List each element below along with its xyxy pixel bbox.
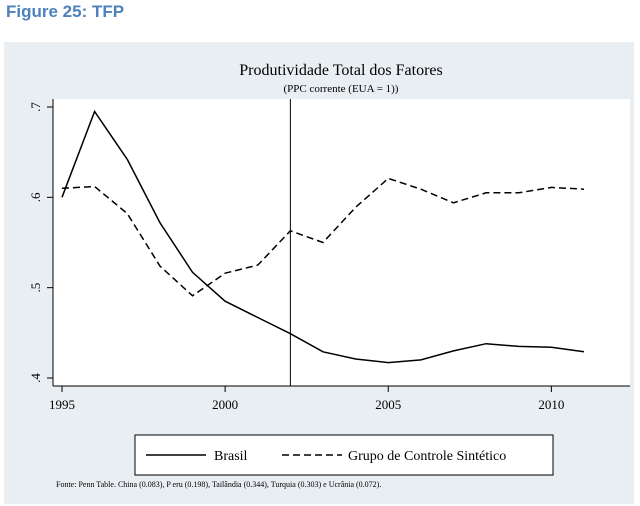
x-ticks: 1995 2000 2005 2010: [49, 386, 564, 412]
x-tick-label: 2000: [212, 397, 238, 412]
x-tick-label: 2005: [375, 397, 401, 412]
legend-label-brasil: Brasil: [214, 449, 248, 464]
y-tick-label: .4: [28, 373, 43, 383]
chart-panel: Produtividade Total dos Fatores (PPC cor…: [4, 42, 634, 504]
plot-area: [53, 99, 630, 386]
chart: Produtividade Total dos Fatores (PPC cor…: [28, 62, 630, 489]
y-tick-label: .7: [28, 102, 43, 112]
y-tick-label: .5: [28, 283, 43, 293]
y-tick-label: .6: [28, 192, 43, 202]
legend-label-grupo-controle: Grupo de Controle Sintético: [348, 449, 506, 464]
source-note: Fonte: Penn Table. China (0.083), P eru …: [56, 480, 381, 489]
x-tick-label: 1995: [49, 397, 75, 412]
x-tick-label: 2010: [538, 397, 564, 412]
chart-title: Produtividade Total dos Fatores: [239, 62, 442, 79]
series-group: [61, 109, 585, 364]
series-line-grupo-controle: [61, 177, 585, 297]
figure-heading: Figure 25: TFP: [6, 2, 125, 21]
y-ticks: .4 .5 .6 .7: [28, 102, 53, 383]
chart-subtitle: (PPC corrente (EUA = 1)): [284, 83, 399, 95]
series-line-brasil: [61, 109, 585, 364]
